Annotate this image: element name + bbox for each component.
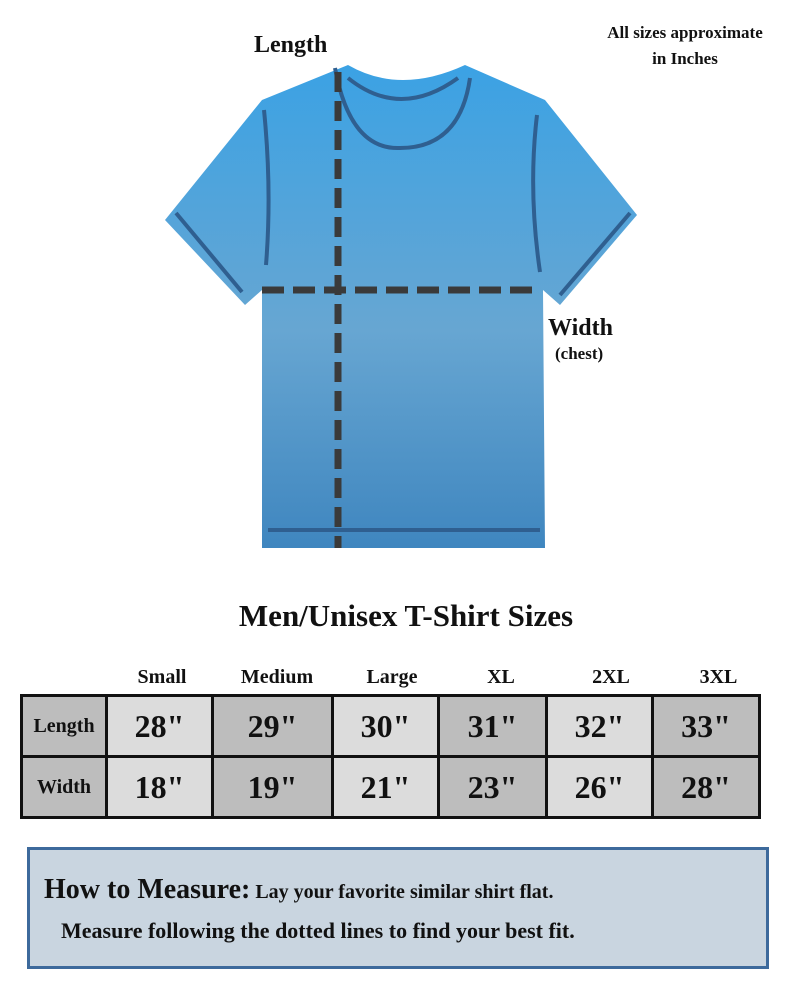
cell: 23" [437, 755, 548, 819]
cell: 33" [651, 694, 761, 758]
cell: 18" [105, 755, 214, 819]
tshirt-diagram [165, 65, 637, 548]
note-line1: All sizes approximate [607, 23, 763, 42]
length-label: Length [254, 32, 328, 58]
chest-label: (chest) [555, 344, 604, 363]
cell: 28" [651, 755, 761, 819]
width-label: Width [548, 315, 613, 341]
how-to-measure-box: How to Measure: Lay your favorite simila… [27, 847, 769, 969]
cell: 19" [211, 755, 334, 819]
column-header: Medium [240, 666, 314, 688]
cell: 28" [105, 694, 214, 758]
column-header: 3XL [699, 666, 738, 688]
collar [333, 67, 472, 151]
column-header: 2XL [592, 666, 630, 688]
how-to-text2: Measure following the dotted lines to fi… [61, 918, 575, 943]
cell: 31" [437, 694, 548, 758]
row-label: Length [20, 694, 108, 758]
column-header: Large [366, 666, 418, 688]
size-table: Length 28" 29" 30" 31" 32" 33" Width 18"… [20, 694, 761, 819]
column-header: Small [137, 666, 187, 688]
cell: 29" [211, 694, 334, 758]
cell: 32" [545, 694, 654, 758]
how-to-heading: How to Measure: [44, 874, 251, 905]
table-title: Men/Unisex T-Shirt Sizes [238, 598, 574, 633]
column-header: XL [487, 666, 515, 688]
units-note: All sizes approximate in Inches [575, 20, 795, 72]
table-row: Width 18" 19" 21" 23" 26" 28" [20, 755, 761, 819]
how-to-text1: Lay your favorite similar shirt flat. [255, 881, 554, 903]
tshirt-shape [165, 65, 637, 548]
cell: 30" [331, 694, 440, 758]
table-row: Length 28" 29" 30" 31" 32" 33" [20, 694, 761, 758]
cell: 26" [545, 755, 654, 819]
row-label: Width [20, 755, 108, 819]
note-line2: in Inches [652, 49, 718, 68]
how-to-line1: How to Measure: Lay your favorite simila… [44, 874, 553, 906]
cell: 21" [331, 755, 440, 819]
